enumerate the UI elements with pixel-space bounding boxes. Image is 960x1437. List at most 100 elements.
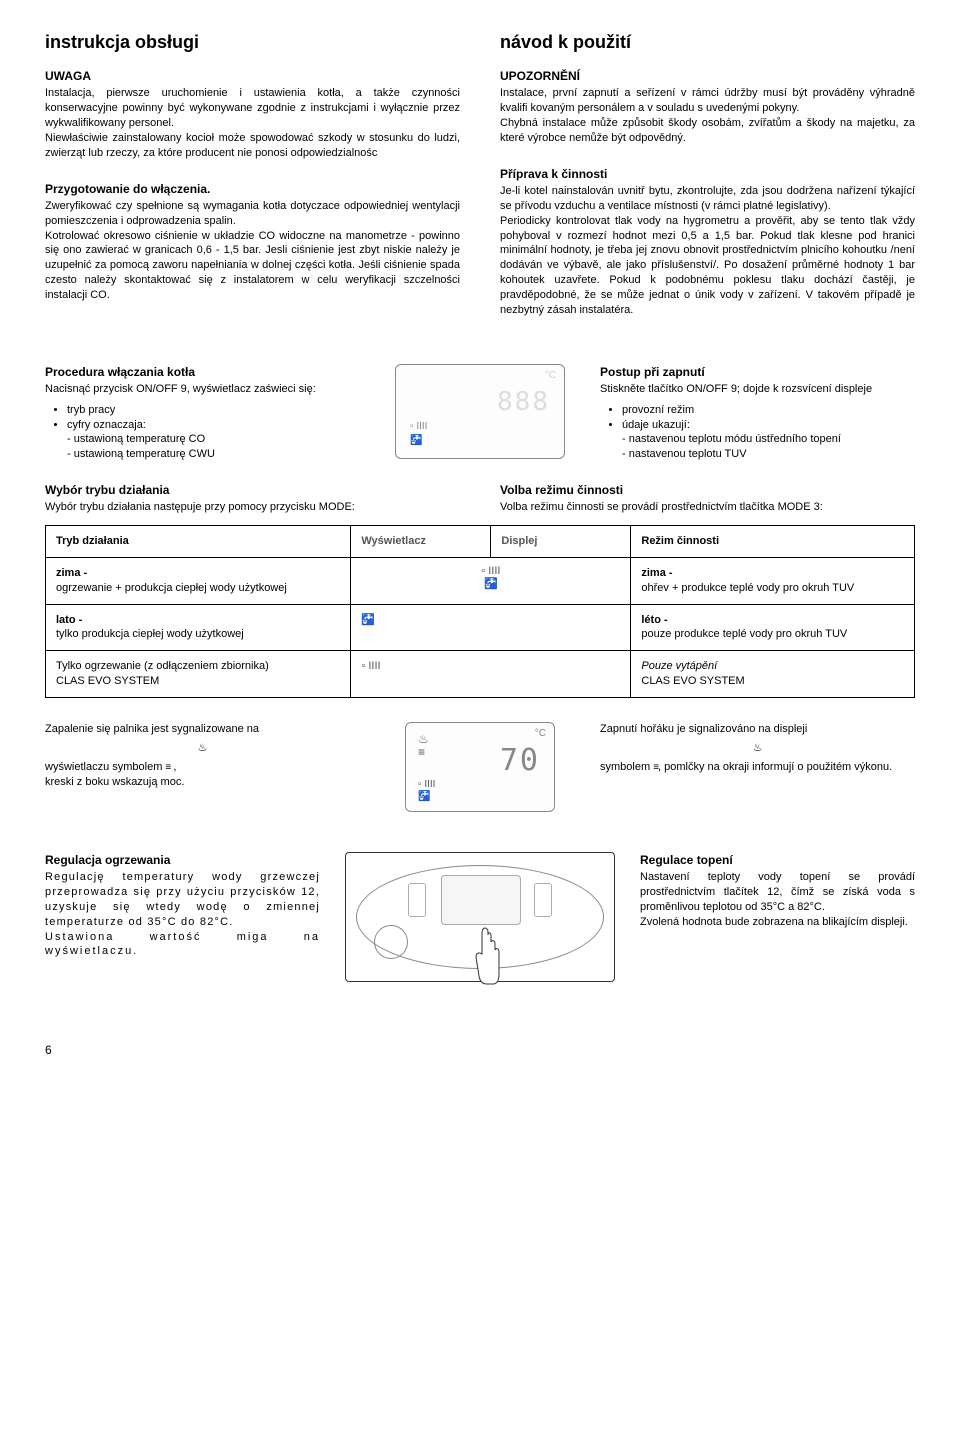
- burner-right: Zapnutí hořáku je signalizováno na displ…: [600, 722, 915, 775]
- flame-icon: ♨: [600, 741, 915, 756]
- right-column: návod k použití UPOZORNĚNÍ Instalace, pr…: [500, 30, 915, 338]
- prip-p1: Je-li kotel nainstalován uvnitř bytu, zk…: [500, 184, 915, 214]
- burner-l-p3: kreski z boku wskazują moc.: [45, 775, 360, 790]
- panel-icon: [345, 852, 615, 982]
- bars-icon: ≡: [653, 761, 658, 775]
- lcd-display-icon: °C 888 ▫ IIII 🚰: [395, 364, 565, 459]
- post-b2a: - nastavenou teplotu módu ústředního top…: [600, 432, 915, 447]
- header-columns: instrukcja obsługi UWAGA Instalacja, pie…: [45, 30, 915, 338]
- proc-h: Procedura włączania kotła: [45, 364, 360, 380]
- th-rezim: Režim činnosti: [631, 526, 915, 558]
- r1l: ogrzewanie + produkcja ciepłej wody użyt…: [56, 582, 287, 594]
- proc-right: Postup při zapnutí Stiskněte tlačítko ON…: [600, 364, 915, 462]
- proc-b2: cyfry oznaczaja:: [67, 418, 360, 433]
- lcd-bottom-icons: ▫ IIII🚰: [418, 779, 435, 803]
- mode-h-r: Volba režimu činnosti: [500, 482, 915, 498]
- r3r: Pouze vytápění: [641, 660, 717, 672]
- mode-table: Tryb działania Wyświetlacz Displej Režim…: [45, 525, 915, 698]
- r3-icon-cell: ▫ IIII: [351, 651, 631, 698]
- proc-b1: tryb pracy: [67, 403, 360, 418]
- prip-p2: Periodicky kontrolovat tlak vody na hygr…: [500, 214, 915, 318]
- r3r2: CLAS EVO SYSTEM: [641, 675, 744, 687]
- r2r-b: léto -: [641, 614, 667, 626]
- table-row: Tylko ogrzewanie (z odłączeniem zbiornik…: [46, 651, 915, 698]
- digits-icon: 888: [497, 385, 550, 420]
- upo-heading: UPOZORNĚNÍ: [500, 68, 915, 84]
- r1r: ohřev + produkce teplé vody pro okruh TU…: [641, 582, 854, 594]
- tap-icon: 🚰: [361, 614, 375, 626]
- deg-icon: °C: [545, 369, 556, 383]
- reg-left: Regulacja ogrzewania Regulację temperatu…: [45, 852, 320, 959]
- flame-icon: ♨: [45, 741, 360, 756]
- proc-b2b: - ustawioną temperaturę CWU: [45, 447, 360, 462]
- radiator-icon: ▫ IIII: [410, 420, 427, 434]
- regulation-row: Regulacja ogrzewania Regulację temperatu…: [45, 852, 915, 982]
- control-panel-illustration: [340, 852, 620, 982]
- tap-icon: 🚰: [410, 434, 427, 448]
- th-disp: Displej: [491, 526, 631, 558]
- post-b1: provozní režim: [622, 403, 915, 418]
- upo-p2: Chybná instalace může způsobit škody oso…: [500, 116, 915, 146]
- th-tryb: Tryb działania: [46, 526, 351, 558]
- reg-p2-l: Ustawiona wartość miga na wyświetlaczu.: [45, 930, 320, 960]
- hand-icon: [471, 926, 501, 986]
- reg-right: Regulace topení Nastavení teploty vody t…: [640, 852, 915, 930]
- prip-heading: Příprava k činnosti: [500, 166, 915, 182]
- left-title: instrukcja obsługi: [45, 30, 460, 54]
- r2r: pouze produkce teplé vody pro okruh TUV: [641, 628, 847, 640]
- procedure-row: Procedura włączania kotła Nacisnąć przyc…: [45, 364, 915, 462]
- digits-seventy: 70: [500, 741, 540, 782]
- deg-icon: °C: [535, 727, 546, 741]
- burner-left: Zapalenie się palnika jest sygnalizowane…: [45, 722, 360, 789]
- reg-p-l: Regulację temperatury wody grzewczej prz…: [45, 870, 320, 929]
- display-side-icons: ▫ IIII 🚰: [410, 420, 427, 448]
- reg-p-r: Nastavení teploty vody topení se provádí…: [640, 870, 915, 915]
- mode-p-l: Wybór trybu działania następuje przy pom…: [45, 500, 460, 515]
- page-number: 6: [45, 1042, 915, 1058]
- burner-display: °C 70 ♨≡ ▫ IIII🚰: [380, 722, 580, 812]
- mode-p-r: Volba režimu činnosti se provádí prostře…: [500, 500, 915, 515]
- table-row: lato - tylko produkcja ciepłej wody użyt…: [46, 604, 915, 651]
- przyg-p1: Zweryfikować czy spełnione są wymagania …: [45, 199, 460, 229]
- r2l: tylko produkcja ciepłej wody użytkowej: [56, 628, 244, 640]
- r2-icon-cell: 🚰: [351, 604, 631, 651]
- mode-right: Volba režimu činnosti Volba režimu činno…: [500, 482, 915, 515]
- th-wys: Wyświetlacz: [351, 526, 491, 558]
- post-b2b: - nastavenou teplotu TUV: [600, 447, 915, 462]
- burner-row: Zapalenie się palnika jest sygnalizowane…: [45, 722, 915, 812]
- right-title: návod k použití: [500, 30, 915, 54]
- reg-h-l: Regulacja ogrzewania: [45, 852, 320, 868]
- proc-display: °C 888 ▫ IIII 🚰: [380, 364, 580, 459]
- mode-h-l: Wybór trybu działania: [45, 482, 460, 498]
- r3l2: CLAS EVO SYSTEM: [56, 675, 159, 687]
- proc-p: Nacisnąć przycisk ON/OFF 9, wyświetlacz …: [45, 382, 360, 397]
- przyg-p2: Kotrolować okresowo ciśnienie w układzie…: [45, 229, 460, 303]
- left-column: instrukcja obsługi UWAGA Instalacja, pie…: [45, 30, 460, 338]
- panel-button-left-icon: [408, 883, 426, 917]
- reg-p2-r: Zvolená hodnota bude zobrazena na blikaj…: [640, 915, 915, 930]
- table-row: zima - ogrzewanie + produkcja ciepłej wo…: [46, 557, 915, 604]
- burner-r-p1: Zapnutí hořáku je signalizováno na displ…: [600, 722, 915, 737]
- r1l-b: zima -: [56, 567, 87, 579]
- burner-l-p2: wyświetlaczu symbolem ≡ ,: [45, 760, 360, 775]
- upo-p1: Instalace, první zapnutí a seřízení v rá…: [500, 86, 915, 116]
- r1-icon-cell: ▫ IIII 🚰: [351, 557, 631, 604]
- lcd-display-icon: °C 70 ♨≡ ▫ IIII🚰: [405, 722, 555, 812]
- burner-r-p2: symbolem ≡, pomlčky na okraji informují …: [600, 760, 915, 775]
- post-b2: údaje ukazují:: [622, 418, 915, 433]
- mode-row: Wybór trybu działania Wybór trybu działa…: [45, 482, 915, 515]
- r1r-b: zima -: [641, 567, 672, 579]
- panel-button-right-icon: [534, 883, 552, 917]
- proc-left: Procedura włączania kotła Nacisnąć przyc…: [45, 364, 360, 462]
- r3l: Tylko ogrzewanie (z odłączeniem zbiornik…: [56, 660, 269, 672]
- bars-icon: ≡: [165, 761, 170, 775]
- post-h: Postup při zapnutí: [600, 364, 915, 380]
- uwaga-p1: Instalacja, pierwsze uruchomienie i usta…: [45, 86, 460, 131]
- przyg-heading: Przygotowanie do włączenia.: [45, 181, 460, 197]
- panel-screen-icon: [441, 875, 521, 925]
- burner-l-p1: Zapalenie się palnika jest sygnalizowane…: [45, 722, 360, 737]
- r2l-b: lato -: [56, 614, 82, 626]
- flame-bars-icon: ♨≡: [418, 733, 429, 759]
- reg-h-r: Regulace topení: [640, 852, 915, 868]
- gauge-icon: [374, 925, 408, 959]
